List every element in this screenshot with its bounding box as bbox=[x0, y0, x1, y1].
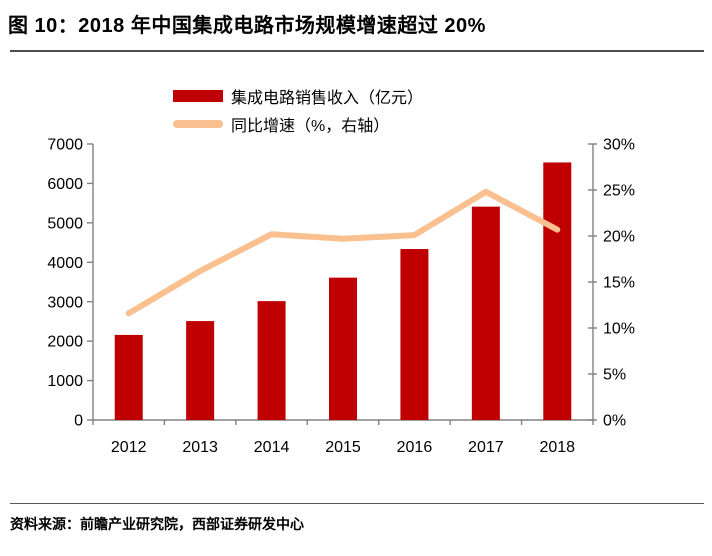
footer-divider bbox=[10, 503, 704, 504]
left-axis-tick-label: 1000 bbox=[47, 373, 83, 390]
right-axis-tick-label: 5% bbox=[603, 367, 626, 384]
left-axis-tick-label: 0 bbox=[74, 413, 83, 430]
legend-label-bar-series: 集成电路销售收入（亿元） bbox=[231, 90, 424, 107]
left-axis-tick-label: 5000 bbox=[47, 215, 83, 232]
x-axis-tick-label: 2013 bbox=[182, 439, 218, 456]
x-axis-tick-label: 2018 bbox=[539, 439, 575, 456]
left-axis-tick-label: 2000 bbox=[47, 334, 83, 351]
x-axis-tick-label: 2012 bbox=[111, 439, 147, 456]
legend-label-line-series: 同比增速（%，右轴） bbox=[231, 118, 390, 135]
bar-2018 bbox=[543, 162, 572, 420]
bar-2013 bbox=[186, 321, 215, 420]
bar-2014 bbox=[257, 301, 286, 420]
x-axis-tick-label: 2014 bbox=[254, 439, 290, 456]
line-series-swatch-icon bbox=[173, 120, 223, 128]
right-axis-tick-label: 30% bbox=[603, 137, 635, 154]
bar-2012 bbox=[114, 334, 143, 420]
legend-item-line-series: 同比增速（%，右轴） bbox=[173, 110, 423, 138]
right-axis-tick-label: 25% bbox=[603, 183, 635, 200]
left-axis-tick-label: 3000 bbox=[47, 294, 83, 311]
right-axis-tick-label: 10% bbox=[603, 321, 635, 338]
x-axis-tick-label: 2015 bbox=[325, 439, 361, 456]
legend: 集成电路销售收入（亿元） 同比增速（%，右轴） bbox=[173, 82, 423, 138]
bar-series-swatch-icon bbox=[173, 90, 223, 102]
bar-2016 bbox=[400, 249, 429, 420]
source-note: 资料来源：前瞻产业研究院，西部证券研发中心 bbox=[10, 516, 304, 532]
chart-title: 图 10：2018 年中国集成电路市场规模增速超过 20% bbox=[8, 15, 486, 37]
right-axis-tick-label: 15% bbox=[603, 275, 635, 292]
left-axis-tick-label: 7000 bbox=[47, 137, 83, 154]
x-axis-tick-label: 2016 bbox=[397, 439, 433, 456]
x-axis-tick-label: 2017 bbox=[468, 439, 504, 456]
growth-line bbox=[125, 188, 561, 317]
title-divider bbox=[10, 50, 704, 52]
right-axis-tick-label: 0% bbox=[603, 413, 626, 430]
legend-item-bar-series: 集成电路销售收入（亿元） bbox=[173, 82, 423, 110]
bar-2015 bbox=[329, 277, 357, 420]
left-axis-tick-label: 6000 bbox=[47, 176, 83, 193]
left-axis-tick-label: 4000 bbox=[47, 255, 83, 272]
right-axis-tick-label: 20% bbox=[603, 229, 635, 246]
bar-2017 bbox=[471, 206, 500, 420]
